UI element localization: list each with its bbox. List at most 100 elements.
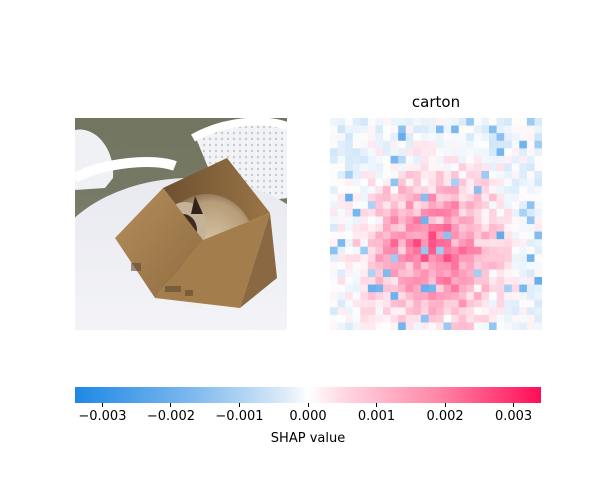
shap-cell: [405, 224, 414, 232]
colorbar-tick: [513, 403, 515, 407]
shap-cell: [511, 133, 520, 142]
shap-cell: [504, 299, 513, 308]
shap-cell: [489, 163, 497, 172]
shap-cell: [458, 155, 467, 164]
shap-cell: [413, 163, 422, 172]
shap-cell: [367, 216, 376, 225]
shap-cell: [367, 246, 376, 255]
shap-cell: [466, 171, 475, 179]
shap-cell: [473, 193, 482, 202]
shap-cell: [451, 193, 460, 202]
shap-cell: [428, 224, 437, 232]
shap-cell: [496, 314, 505, 323]
shap-cell: [443, 299, 452, 308]
shap-cell: [466, 299, 475, 308]
panel-title: carton: [411, 93, 461, 111]
shap-cell: [504, 133, 513, 142]
shap-cell: [367, 322, 376, 330]
shap-cell: [534, 254, 542, 263]
shap-cell: [330, 201, 338, 210]
shap-cell: [504, 148, 513, 157]
shap-cell: [481, 261, 490, 270]
shap-cell: [420, 193, 429, 202]
shap-cell: [375, 231, 384, 240]
shap-cell: [420, 322, 429, 330]
shap-cell: [504, 178, 513, 187]
shap-cell: [337, 322, 346, 330]
shap-cell: [526, 284, 535, 293]
shap-cell: [519, 133, 528, 142]
shap-cell: [526, 261, 535, 270]
shap-cell: [360, 148, 369, 157]
shap-cell: [436, 193, 444, 202]
colorbar-tick-label: −0.001: [215, 409, 264, 424]
shap-cell: [420, 261, 429, 270]
shap-cell: [473, 118, 482, 126]
shap-cell: [405, 133, 414, 142]
shap-cell: [534, 277, 542, 285]
shap-cell: [473, 216, 482, 225]
shap-cell: [466, 163, 475, 172]
shap-cell: [473, 246, 482, 255]
shap-cell: [466, 224, 475, 232]
shap-cell: [511, 261, 520, 270]
shap-cell: [367, 299, 376, 308]
shap-cell: [383, 284, 391, 293]
shap-cell: [375, 216, 384, 225]
shap-cell: [390, 254, 399, 263]
shap-cell: [466, 125, 475, 134]
shap-cell: [489, 269, 497, 278]
shap-cell: [504, 322, 513, 330]
shap-cell: [345, 314, 354, 323]
shap-cell: [534, 224, 542, 232]
shap-cell: [451, 148, 460, 157]
shap-cell: [337, 231, 346, 240]
shap-cell: [367, 140, 376, 149]
shap-cell: [420, 254, 429, 263]
shap-cell: [473, 277, 482, 285]
shap-cell: [481, 201, 490, 210]
shap-cell: [345, 261, 354, 270]
shap-cell: [420, 292, 429, 301]
shap-cell: [473, 186, 482, 195]
shap-cell: [458, 277, 467, 285]
shap-cell: [390, 314, 399, 323]
shap-cell: [360, 246, 369, 255]
shap-cell: [504, 261, 513, 270]
shap-cell: [375, 261, 384, 270]
shap-cell: [511, 193, 520, 202]
shap-cell: [481, 140, 490, 149]
colorbar-tick: [444, 403, 446, 407]
shap-cell: [398, 208, 407, 217]
shap-cell: [443, 322, 452, 330]
shap-cell: [383, 140, 391, 149]
colorbar-tick: [307, 403, 309, 407]
shap-cell: [360, 171, 369, 179]
shap-cell: [337, 140, 346, 149]
shap-cell: [352, 314, 361, 323]
shap-cell: [519, 155, 528, 164]
shap-cell: [330, 307, 338, 316]
shap-cell: [405, 163, 414, 172]
shap-cell: [451, 171, 460, 179]
shap-cell: [481, 208, 490, 217]
shap-cell: [367, 224, 376, 232]
shap-cell: [375, 186, 384, 195]
shap-cell: [360, 254, 369, 263]
shap-cell: [375, 178, 384, 187]
shap-cell: [413, 277, 422, 285]
shap-cell: [367, 254, 376, 263]
shap-cell: [345, 239, 354, 248]
shap-cell: [451, 284, 460, 293]
shap-cell: [383, 178, 391, 187]
shap-cell: [390, 171, 399, 179]
shap-cell: [458, 208, 467, 217]
shap-cell: [428, 292, 437, 301]
shap-cell: [398, 284, 407, 293]
shap-cell: [390, 246, 399, 255]
shap-cell: [390, 322, 399, 330]
shap-cell: [436, 314, 444, 323]
shap-cell: [481, 216, 490, 225]
shap-cell: [466, 322, 475, 330]
shap-cell: [375, 269, 384, 278]
